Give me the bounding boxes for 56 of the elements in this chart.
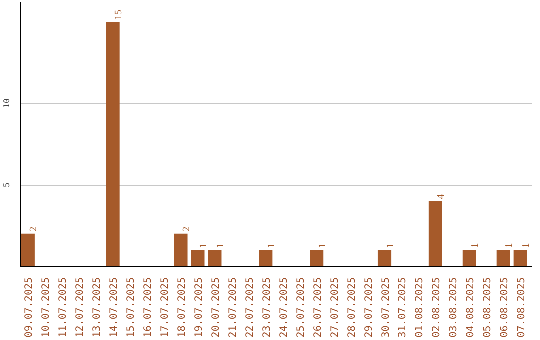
data-label: 4 <box>436 194 448 200</box>
x-tick-label: 20.07.2025 <box>210 277 222 338</box>
data-label: 1 <box>504 243 516 248</box>
x-tick-label: 17.07.2025 <box>160 277 171 338</box>
x-tick-label: 12.07.2025 <box>75 277 86 338</box>
x-tick-label: 07.08.2025 <box>516 277 528 338</box>
x-tick-label: 13.07.2025 <box>92 277 104 338</box>
x-tick-label: 26.07.2025 <box>312 277 324 338</box>
data-label: 1 <box>521 243 532 248</box>
x-tick-label: 19.07.2025 <box>194 277 205 338</box>
x-tick-label: 21.07.2025 <box>228 277 239 338</box>
x-tick-label: 10.07.2025 <box>41 277 52 338</box>
x-tick-label: 04.08.2025 <box>466 277 477 338</box>
bar <box>310 250 324 266</box>
data-label: 2 <box>28 226 40 232</box>
y-tick-label: 10 <box>2 98 12 108</box>
x-tick-label: 09.07.2025 <box>24 277 36 338</box>
x-tick-label: 06.08.2025 <box>500 277 511 338</box>
bar <box>106 22 120 266</box>
x-tick-label: 25.07.2025 <box>296 277 307 338</box>
data-label: 1 <box>198 243 210 248</box>
data-label: 1 <box>470 243 482 248</box>
data-label: 1 <box>317 243 328 248</box>
x-tick-label: 18.07.2025 <box>176 277 188 338</box>
data-label: 2 <box>181 226 192 232</box>
x-tick-label: 01.08.2025 <box>414 277 426 338</box>
bar <box>208 250 222 266</box>
x-tick-label: 23.07.2025 <box>262 277 273 338</box>
x-tick-label: 03.08.2025 <box>448 277 460 338</box>
bar <box>21 234 35 266</box>
bar <box>174 234 188 266</box>
x-tick-label: 02.08.2025 <box>432 277 443 338</box>
x-tick-label: 14.07.2025 <box>109 277 120 338</box>
data-label: 1 <box>385 243 396 248</box>
bar <box>496 250 510 266</box>
data-label: 1 <box>266 243 278 248</box>
bar <box>259 250 273 266</box>
bar <box>462 250 476 266</box>
x-tick-label: 15.07.2025 <box>126 277 138 338</box>
x-tick-label: 05.08.2025 <box>482 277 494 338</box>
x-tick-label: 22.07.2025 <box>244 277 256 338</box>
x-tick-label: 29.07.2025 <box>364 277 375 338</box>
x-tick-label: 28.07.2025 <box>346 277 358 338</box>
bar <box>514 250 528 266</box>
x-tick-label: 11.07.2025 <box>58 277 70 338</box>
bar <box>428 201 442 266</box>
bar <box>191 250 205 266</box>
y-tick-label: 5 <box>2 182 12 188</box>
x-tick-label: 27.07.2025 <box>330 277 341 338</box>
x-tick-label: 31.07.2025 <box>398 277 409 338</box>
data-label: 1 <box>215 243 226 248</box>
x-tick-label: 30.07.2025 <box>380 277 392 338</box>
x-tick-label: 24.07.2025 <box>278 277 290 338</box>
x-tick-label: 16.07.2025 <box>143 277 154 338</box>
bar <box>378 250 392 266</box>
data-label: 15 <box>114 10 125 20</box>
